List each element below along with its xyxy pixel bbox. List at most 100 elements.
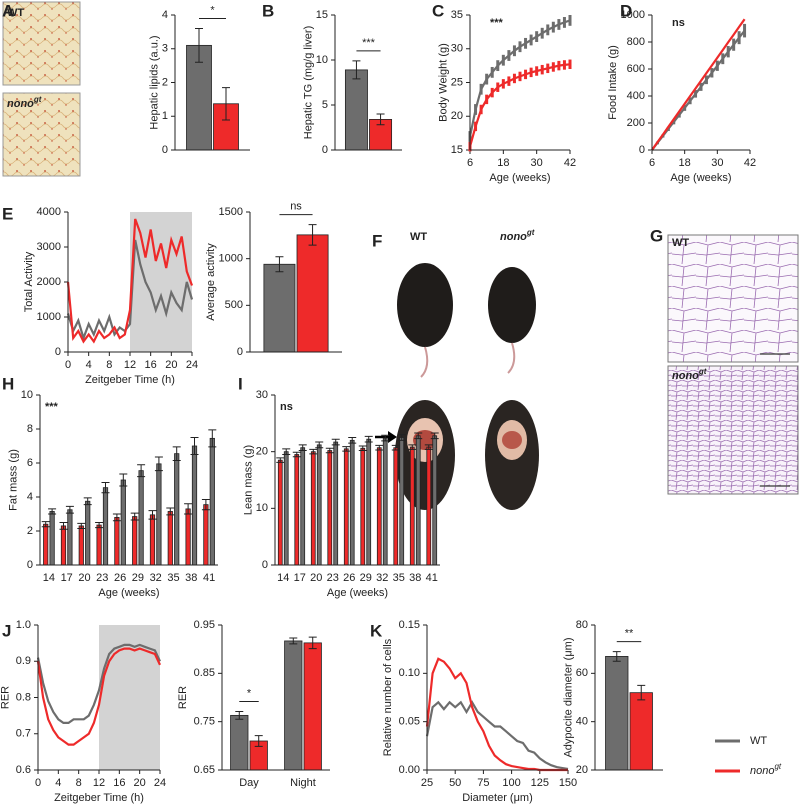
error-bar bbox=[41, 521, 50, 528]
x-tick-label: 42 bbox=[564, 157, 576, 169]
x-axis-label: Diameter (μm) bbox=[462, 792, 533, 804]
bar bbox=[263, 263, 296, 353]
bar bbox=[149, 514, 156, 566]
panel-label: K bbox=[370, 621, 383, 640]
x-tick-label: 41 bbox=[203, 572, 215, 584]
x-tick-label: 30 bbox=[531, 157, 543, 169]
error-bar bbox=[254, 735, 263, 747]
bar bbox=[283, 451, 289, 566]
bar bbox=[185, 508, 191, 566]
error-bar bbox=[130, 512, 139, 521]
bar bbox=[132, 516, 138, 566]
bar bbox=[209, 437, 215, 566]
error-bar bbox=[65, 505, 74, 514]
image-label-main: WT bbox=[7, 7, 24, 19]
y-tick-label: 25 bbox=[451, 76, 463, 88]
bar bbox=[78, 525, 84, 566]
y-tick-label: 10 bbox=[256, 502, 268, 514]
x-tick-label: Day bbox=[239, 777, 259, 789]
panel-label: A bbox=[2, 1, 14, 20]
y-tick-label: 15 bbox=[316, 9, 328, 21]
error-bar bbox=[48, 508, 57, 515]
y-tick-label: 40 bbox=[576, 716, 588, 728]
x-tick-label: 16 bbox=[113, 777, 125, 789]
y-tick-label: 30 bbox=[256, 389, 268, 401]
image-label: nonogt bbox=[500, 228, 535, 243]
y-tick-label: 1000 bbox=[37, 311, 61, 323]
tail bbox=[507, 342, 516, 374]
image-label-sup: gt bbox=[698, 367, 707, 376]
x-axis-label: Age (weeks) bbox=[327, 587, 388, 599]
y-tick-label: 0.7 bbox=[16, 728, 31, 740]
y-tick-label: 10 bbox=[316, 54, 328, 66]
x-tick-label: 12 bbox=[124, 359, 136, 371]
bar bbox=[296, 234, 329, 353]
annotation: ** bbox=[625, 627, 634, 639]
annotation: *** bbox=[362, 37, 376, 49]
panel-label: F bbox=[372, 231, 382, 250]
error-bar bbox=[612, 651, 621, 662]
y-axis-label: Relative number of cells bbox=[382, 638, 394, 756]
data-line bbox=[468, 63, 571, 147]
bar bbox=[605, 656, 629, 771]
x-tick-label: 18 bbox=[679, 157, 691, 169]
error-bar bbox=[154, 456, 163, 472]
error-bar bbox=[430, 432, 439, 440]
error-bar bbox=[172, 446, 181, 461]
y-tick-label: 2 bbox=[27, 525, 33, 537]
error-bar bbox=[166, 507, 175, 516]
bar bbox=[360, 447, 366, 566]
data-line bbox=[36, 647, 161, 746]
x-tick-label: 30 bbox=[711, 157, 723, 169]
y-tick-label: 4 bbox=[162, 9, 168, 21]
x-tick-label: 35 bbox=[167, 572, 179, 584]
bar bbox=[138, 470, 144, 566]
image-label: nonogt bbox=[672, 367, 707, 382]
y-tick-label: 1000 bbox=[621, 9, 645, 21]
bar bbox=[349, 439, 355, 566]
panel-label: G bbox=[650, 226, 663, 245]
error-bar bbox=[190, 437, 199, 455]
bar bbox=[49, 511, 55, 566]
y-tick-label: 4 bbox=[27, 491, 33, 503]
x-tick-label: 26 bbox=[343, 572, 355, 584]
y-axis-label: Adypocite diameter (μm) bbox=[563, 637, 575, 757]
y-tick-label: 80 bbox=[576, 619, 588, 631]
x-tick-label: 20 bbox=[78, 572, 90, 584]
x-tick-label: Night bbox=[290, 777, 316, 789]
image-label-main: nono bbox=[672, 370, 699, 382]
error-bar bbox=[391, 444, 400, 451]
annotation: *** bbox=[45, 401, 59, 413]
bar bbox=[343, 448, 349, 566]
mouse-photos bbox=[375, 263, 539, 510]
error-bar bbox=[119, 473, 128, 487]
x-tick-label: 38 bbox=[409, 572, 421, 584]
tail bbox=[420, 346, 429, 378]
error-bar bbox=[325, 447, 334, 454]
legend-label: WT bbox=[750, 735, 767, 747]
error-bar bbox=[112, 513, 121, 522]
y-axis-label: Hepatic lipids (a.u.) bbox=[149, 35, 161, 129]
organ bbox=[502, 431, 522, 449]
x-axis-label: Zeitgeber Time (h) bbox=[85, 374, 175, 386]
error-bar bbox=[275, 256, 284, 273]
y-tick-label: 1 bbox=[162, 110, 168, 122]
y-axis-label: Fat mass (g) bbox=[8, 449, 20, 511]
panel-label: I bbox=[238, 374, 243, 393]
error-bar bbox=[298, 444, 307, 452]
data-line bbox=[425, 657, 568, 772]
error-bar bbox=[308, 224, 317, 246]
x-tick-label: 25 bbox=[421, 777, 433, 789]
y-tick-label: 2000 bbox=[37, 276, 61, 288]
error-bar bbox=[408, 444, 417, 450]
bar bbox=[415, 435, 421, 566]
y-axis-label: Total Activity bbox=[23, 251, 35, 312]
error-bar bbox=[222, 87, 230, 121]
y-tick-label: 15 bbox=[451, 144, 463, 156]
y-tick-label: 6 bbox=[27, 457, 33, 469]
bar bbox=[102, 487, 109, 566]
image-label: WT bbox=[672, 237, 689, 249]
y-axis-label: Average activity bbox=[205, 243, 217, 321]
error-bar bbox=[195, 28, 203, 63]
error-bar bbox=[289, 637, 298, 645]
